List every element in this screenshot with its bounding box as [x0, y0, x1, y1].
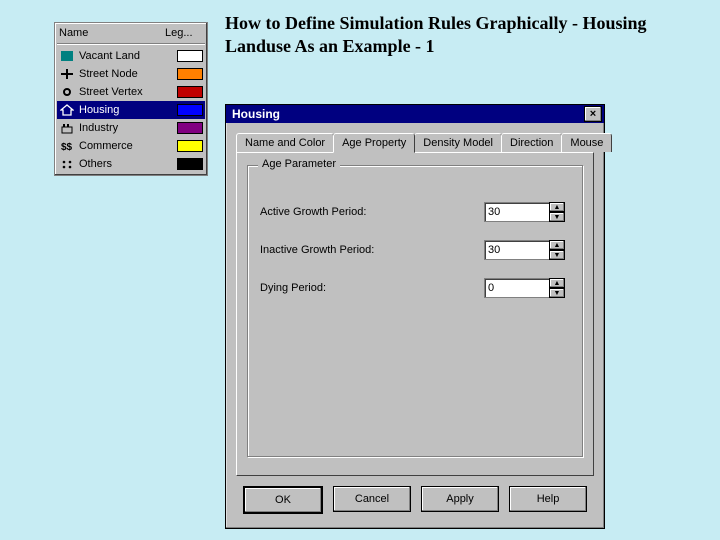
- legend-label: Street Node: [75, 68, 177, 80]
- commerce-icon: $$: [59, 139, 75, 153]
- ok-button[interactable]: OK: [243, 486, 323, 514]
- tab-age-property[interactable]: Age Property: [333, 133, 415, 153]
- dialog-title: Housing: [232, 107, 584, 121]
- field-dying-period: Dying Period: ▲ ▼: [260, 278, 570, 298]
- spin-up-icon[interactable]: ▲: [549, 278, 565, 288]
- cancel-button[interactable]: Cancel: [333, 486, 411, 512]
- spinner-active-growth[interactable]: ▲ ▼: [484, 202, 570, 222]
- field-active-growth: Active Growth Period: ▲ ▼: [260, 202, 570, 222]
- legend-row-street-node[interactable]: Street Node: [57, 65, 205, 83]
- legend-swatch: [177, 86, 203, 98]
- legend-label: Housing: [75, 104, 177, 116]
- tab-mouse[interactable]: Mouse: [561, 133, 612, 152]
- legend-header-legend: Leg...: [165, 27, 203, 39]
- legend-swatch: [177, 68, 203, 80]
- spin-down-icon[interactable]: ▼: [549, 212, 565, 222]
- legend-label: Vacant Land: [75, 50, 177, 62]
- legend-panel: Name Leg... Vacant Land Street Node Street…: [54, 22, 208, 176]
- page-title: How to Define Simulation Rules Graphical…: [225, 12, 675, 57]
- vertex-icon: [59, 85, 75, 99]
- tab-density-model[interactable]: Density Model: [414, 133, 502, 152]
- label-active-growth: Active Growth Period:: [260, 206, 484, 218]
- titlebar[interactable]: Housing ×: [226, 105, 604, 123]
- legend-row-housing[interactable]: Housing: [57, 101, 205, 119]
- spinner-inactive-growth[interactable]: ▲ ▼: [484, 240, 570, 260]
- legend-header: Name Leg...: [57, 25, 205, 43]
- legend-swatch: [177, 158, 203, 170]
- legend-row-vacant-land[interactable]: Vacant Land: [57, 47, 205, 65]
- legend-label: Street Vertex: [75, 86, 177, 98]
- help-button[interactable]: Help: [509, 486, 587, 512]
- dialog-button-row: OK Cancel Apply Help: [236, 476, 594, 520]
- tabstrip: Name and ColorAge PropertyDensity ModelD…: [236, 133, 594, 152]
- legend-label: Others: [75, 158, 177, 170]
- legend-row-industry[interactable]: Industry: [57, 119, 205, 137]
- age-parameter-group: Age Parameter Active Growth Period: ▲ ▼ …: [247, 165, 583, 457]
- legend-label: Commerce: [75, 140, 177, 152]
- input-inactive-growth[interactable]: [484, 240, 549, 260]
- industry-icon: [59, 121, 75, 135]
- tab-direction[interactable]: Direction: [501, 133, 562, 152]
- tab-panel-age-property: Age Parameter Active Growth Period: ▲ ▼ …: [236, 152, 594, 476]
- legend-swatch: [177, 122, 203, 134]
- input-dying-period[interactable]: [484, 278, 549, 298]
- spin-up-icon[interactable]: ▲: [549, 240, 565, 250]
- legend-label: Industry: [75, 122, 177, 134]
- field-inactive-growth: Inactive Growth Period: ▲ ▼: [260, 240, 570, 260]
- legend-row-others[interactable]: Others: [57, 155, 205, 173]
- spin-up-icon[interactable]: ▲: [549, 202, 565, 212]
- housing-dialog: Housing × Name and ColorAge PropertyDens…: [225, 104, 605, 529]
- vacant-icon: [59, 49, 75, 63]
- housing-icon: [59, 103, 75, 117]
- divider: [57, 43, 205, 45]
- close-icon[interactable]: ×: [584, 106, 602, 122]
- legend-row-commerce[interactable]: $$Commerce: [57, 137, 205, 155]
- legend-swatch: [177, 50, 203, 62]
- svg-text:$$: $$: [61, 142, 73, 152]
- tab-name-and-color[interactable]: Name and Color: [236, 133, 334, 152]
- input-active-growth[interactable]: [484, 202, 549, 222]
- legend-row-street-vertex[interactable]: Street Vertex: [57, 83, 205, 101]
- node-icon: [59, 67, 75, 81]
- legend-swatch: [177, 104, 203, 116]
- label-dying-period: Dying Period:: [260, 282, 484, 294]
- spinner-dying-period[interactable]: ▲ ▼: [484, 278, 570, 298]
- groupbox-title: Age Parameter: [258, 158, 340, 170]
- spin-down-icon[interactable]: ▼: [549, 288, 565, 298]
- legend-swatch: [177, 140, 203, 152]
- apply-button[interactable]: Apply: [421, 486, 499, 512]
- others-icon: [59, 157, 75, 171]
- label-inactive-growth: Inactive Growth Period:: [260, 244, 484, 256]
- legend-header-name: Name: [59, 27, 165, 39]
- spin-down-icon[interactable]: ▼: [549, 250, 565, 260]
